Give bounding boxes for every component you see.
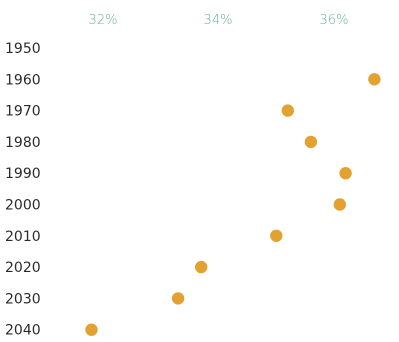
y-tick-label: 1960 bbox=[5, 72, 41, 88]
data-point bbox=[270, 229, 283, 242]
y-axis-ticks: 1950 1960 1970 1980 1990 2000 2010 2020 2030 2040 bbox=[5, 41, 41, 339]
y-tick-label: 2020 bbox=[5, 260, 41, 276]
x-tick-label: 32% bbox=[89, 13, 118, 28]
data-point bbox=[195, 260, 208, 274]
data-point bbox=[368, 73, 381, 86]
x-tick-label: 34% bbox=[204, 13, 233, 28]
y-tick-label: 1970 bbox=[5, 104, 41, 120]
y-tick-label: 1980 bbox=[5, 135, 41, 151]
data-point bbox=[85, 323, 98, 336]
data-point bbox=[281, 104, 294, 117]
y-tick-label: 2030 bbox=[5, 291, 41, 307]
x-axis-ticks: 32% 34% 36% bbox=[89, 13, 349, 28]
data-points bbox=[85, 73, 381, 336]
data-point bbox=[339, 167, 352, 180]
y-tick-label: 2010 bbox=[5, 229, 41, 245]
y-tick-label: 2040 bbox=[5, 323, 41, 339]
data-point bbox=[304, 135, 318, 149]
data-point bbox=[171, 292, 185, 305]
data-point bbox=[333, 198, 346, 211]
y-tick-label: 1990 bbox=[5, 166, 41, 182]
y-tick-label: 2000 bbox=[5, 198, 41, 214]
x-tick-label: 36% bbox=[320, 13, 349, 28]
y-tick-label: 1950 bbox=[5, 41, 41, 57]
